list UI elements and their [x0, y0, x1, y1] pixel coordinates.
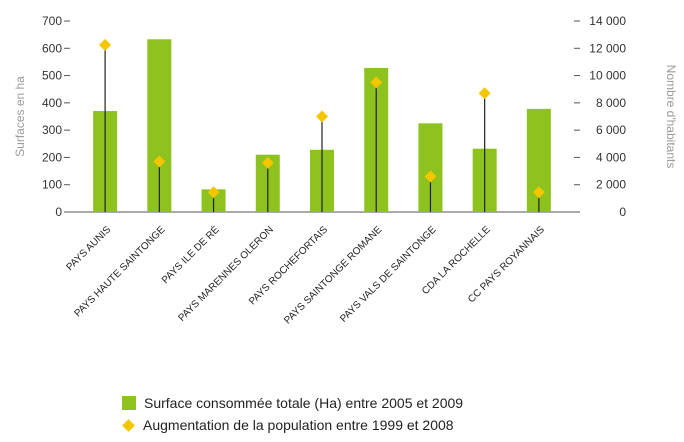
category-label: PAYS AUNIS [64, 224, 113, 273]
y-right-tick-label: 12 000 [589, 41, 626, 55]
y-left-tick-label: 400 [42, 96, 62, 110]
y-left-tick-label: 0 [55, 205, 62, 219]
y-left-tick-label: 500 [42, 69, 62, 83]
y-right-tick-label: 4 000 [596, 150, 626, 164]
legend-swatch-markers [122, 418, 135, 432]
category-label: PAYS ILE DE RÉ [159, 223, 222, 286]
y-left-tick-label: 200 [42, 150, 62, 164]
marker-point [424, 170, 437, 183]
marker-point [478, 87, 491, 100]
y-right-tick-label: 8 000 [596, 96, 626, 110]
marker-point [316, 110, 328, 123]
category-label: PAYS SAINTONGE ROMANE [282, 224, 384, 326]
category-label: PAYS VALS DE SAINTONGE [338, 224, 439, 325]
y-left-tick-label: 100 [42, 178, 62, 192]
category-label: PAYS HAUTE SAINTONGE [72, 224, 167, 319]
legend-label-bars: Surface consommée totale (Ha) entre 2005… [144, 395, 464, 411]
y-axis-left-title: Surfaces en ha [13, 76, 27, 157]
legend: Surface consommée totale (Ha) entre 2005… [122, 392, 463, 436]
chart: 0 100 200 300 400 500 600 700 0 2 000 4 000 6 000 8 … [13, 14, 678, 327]
legend-label-markers: Augmentation de la population entre 1999… [143, 417, 454, 433]
y-right-tick-label: 6 000 [596, 123, 626, 137]
category-label: PAYS MARENNES OLERON [176, 224, 275, 323]
markers [99, 38, 545, 212]
marker-point [370, 76, 383, 89]
axes: 0 100 200 300 400 500 600 700 0 2 000 4 000 6 000 8 … [42, 14, 626, 219]
y-axis-right-title: Nombre d'habitants [664, 65, 678, 169]
marker-point [261, 156, 274, 169]
marker-point [153, 155, 166, 168]
legend-swatch-bars [122, 396, 136, 410]
legend-entry-bars: Surface consommée totale (Ha) entre 2005… [122, 392, 463, 414]
y-left-tick-label: 300 [42, 123, 62, 137]
y-left-tick-label: 600 [42, 41, 62, 55]
y-right-tick-label: 14 000 [589, 14, 626, 28]
marker-point [99, 38, 112, 51]
marker-point [207, 186, 220, 199]
y-right-tick-label: 2 000 [596, 178, 626, 192]
marker-point [532, 186, 545, 199]
y-right-tick-label: 10 000 [589, 69, 626, 83]
legend-entry-markers: Augmentation de la population entre 1999… [122, 414, 463, 436]
y-left-tick-label: 700 [42, 14, 62, 28]
y-right-tick-label: 0 [619, 205, 626, 219]
